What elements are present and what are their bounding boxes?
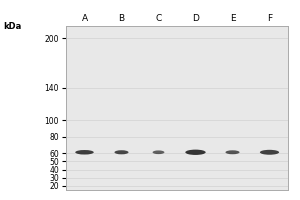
Ellipse shape [260, 150, 279, 155]
Ellipse shape [75, 150, 94, 155]
Text: kDa: kDa [3, 22, 21, 31]
Ellipse shape [185, 150, 206, 155]
Ellipse shape [115, 150, 128, 154]
Ellipse shape [226, 150, 239, 154]
Ellipse shape [153, 150, 164, 154]
